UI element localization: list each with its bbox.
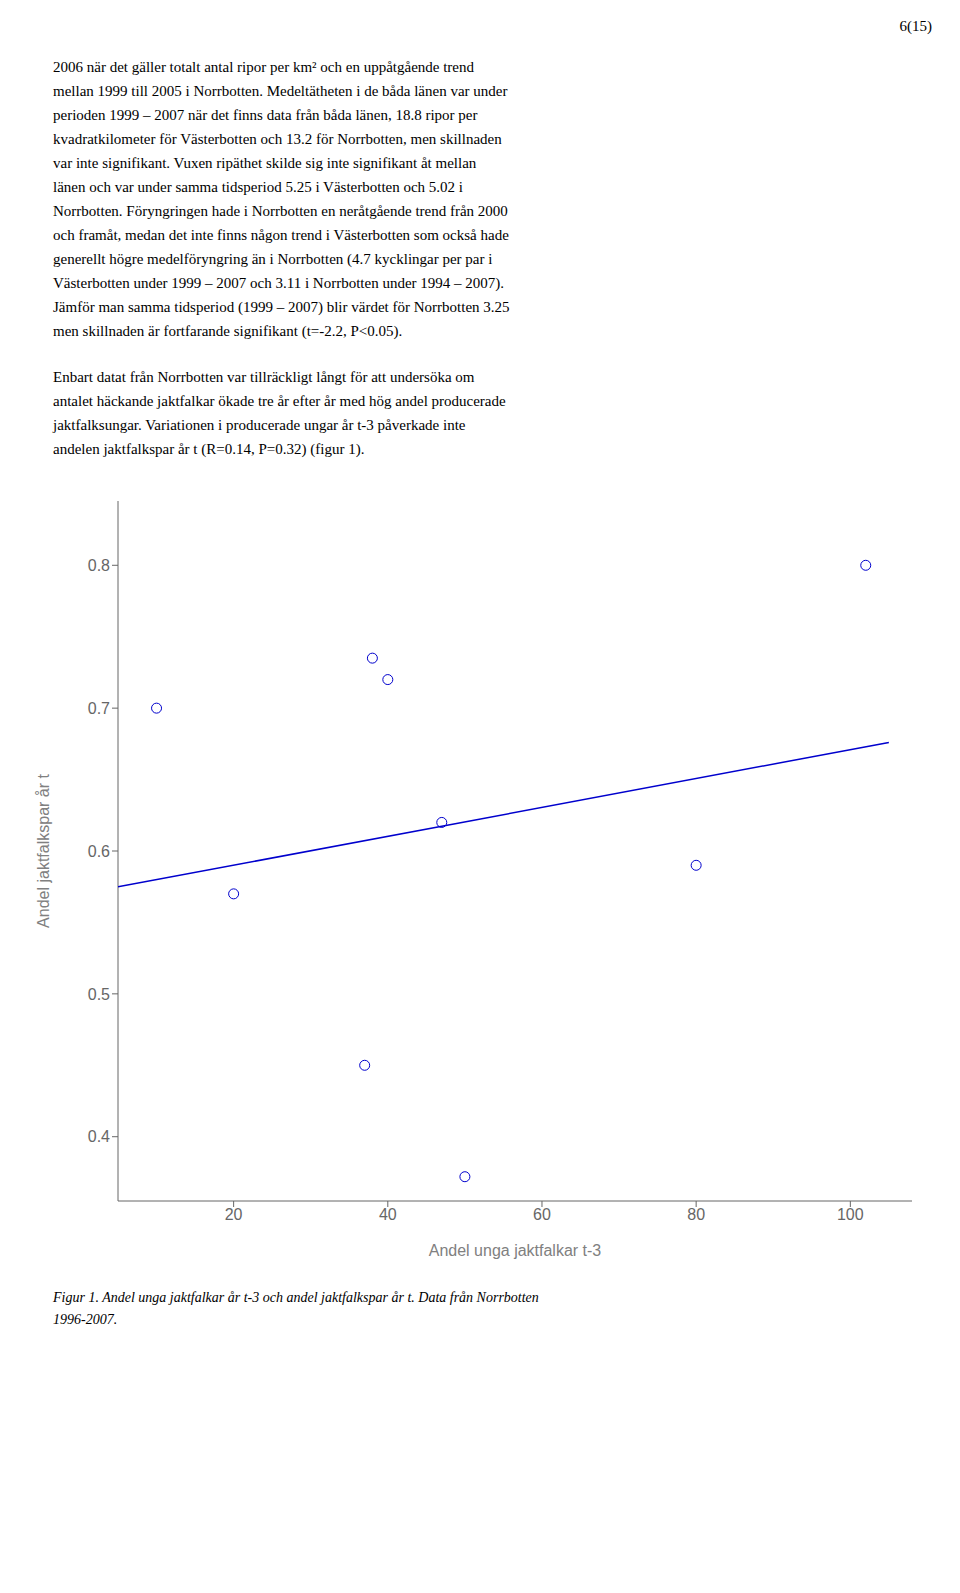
- svg-text:Andel jaktfalkspar år t: Andel jaktfalkspar år t: [35, 774, 52, 928]
- html-text:Figur 1. Andel unga jaktfalkar: Figur 1. Andel unga jaktfalkar år t-3 oc…: [53, 1290, 539, 1305]
- html-text:var inte signifikant. Vuxen ri: var inte signifikant. Vuxen ripäthet ski…: [53, 155, 477, 171]
- svg-text:80: 80: [687, 1206, 705, 1223]
- html-text:antalet häckande jaktfalkar ök: antalet häckande jaktfalkar ökade tre år…: [53, 393, 506, 409]
- svg-text:Andel unga jaktfalkar t-3: Andel unga jaktfalkar t-3: [429, 1242, 602, 1259]
- svg-text:0.7: 0.7: [88, 700, 110, 717]
- svg-text:0.5: 0.5: [88, 986, 110, 1003]
- html-text:mellan 1999 till 2005 i Norrbo: mellan 1999 till 2005 i Norrbotten. Mede…: [53, 83, 508, 99]
- svg-text:0.6: 0.6: [88, 843, 110, 860]
- html-text:2006 när det gäller totalt ant: 2006 när det gäller totalt antal ripor p…: [53, 59, 474, 75]
- html-text:6(15): 6(15): [899, 18, 932, 34]
- svg-text:0.4: 0.4: [88, 1128, 110, 1145]
- html-text:jaktfalksungar. Variationen i: jaktfalksungar. Variationen i producerad…: [53, 417, 466, 433]
- html-text:perioden 1999 – 2007 när det f: perioden 1999 – 2007 när det finns data …: [53, 107, 478, 123]
- svg-text:100: 100: [837, 1206, 864, 1223]
- svg-text:60: 60: [533, 1206, 551, 1223]
- html-text:Enbart datat från Norrbotten v: Enbart datat från Norrbotten var tillräc…: [53, 369, 475, 385]
- html-text:Norrbotten. Föryngringen hade: Norrbotten. Föryngringen hade i Norrbott…: [53, 203, 508, 219]
- html-text:andelen jaktfalkspar år t (R=0: andelen jaktfalkspar år t (R=0.14, P=0.3…: [53, 441, 365, 457]
- svg-text:0.8: 0.8: [88, 557, 110, 574]
- svg-text:40: 40: [379, 1206, 397, 1223]
- html-text:kvadratkilometer för Västerbot: kvadratkilometer för Västerbotten och 13…: [53, 131, 502, 147]
- svg-text:20: 20: [225, 1206, 243, 1223]
- html-text:Jämför man samma tidsperiod (1: Jämför man samma tidsperiod (1999 – 2007…: [53, 299, 510, 315]
- html-text:1996-2007.: 1996-2007.: [53, 1312, 118, 1327]
- html-text:och framåt, medan det inte fin: och framåt, medan det inte finns någon t…: [53, 227, 509, 243]
- html-text:men skillnaden är fortfarande: men skillnaden är fortfarande signifikan…: [53, 323, 403, 339]
- html-text:generellt högre medelföryngrin: generellt högre medelföryngring än i Nor…: [53, 251, 493, 267]
- html-text:länen och var under samma tids: länen och var under samma tidsperiod 5.2…: [53, 179, 463, 195]
- html-text:Västerbotten under 1999 – 2007: Västerbotten under 1999 – 2007 och 3.11 …: [53, 275, 504, 291]
